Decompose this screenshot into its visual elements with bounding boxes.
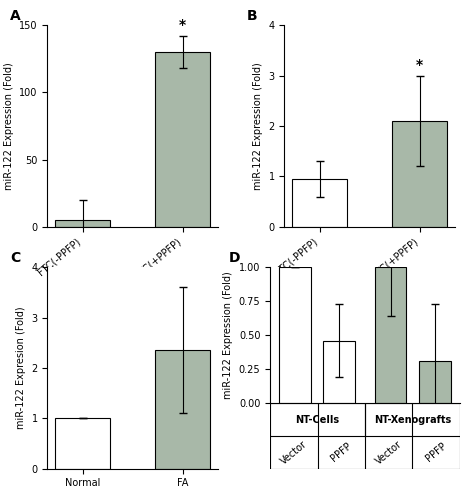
- Text: NT-Xenografts: NT-Xenografts: [374, 415, 451, 424]
- Text: B: B: [247, 9, 257, 23]
- Bar: [155, 350, 210, 469]
- Bar: [55, 418, 110, 469]
- Text: PPFP: PPFP: [329, 441, 354, 464]
- Text: Vector: Vector: [279, 438, 309, 466]
- Text: PPFP: PPFP: [424, 441, 448, 464]
- Bar: [374, 267, 407, 403]
- Text: A: A: [10, 9, 20, 23]
- Bar: [392, 121, 447, 227]
- Bar: [279, 267, 311, 403]
- Text: NT-Cells: NT-Cells: [295, 415, 340, 424]
- Y-axis label: miR-122 Expression (Fold): miR-122 Expression (Fold): [4, 62, 14, 190]
- Text: C: C: [10, 251, 20, 265]
- Text: D: D: [228, 251, 240, 265]
- Bar: [155, 52, 210, 227]
- Bar: [419, 361, 451, 403]
- Bar: [323, 341, 356, 403]
- Y-axis label: miR-122 Expresion (Fold): miR-122 Expresion (Fold): [16, 306, 26, 429]
- Text: *: *: [179, 18, 186, 32]
- Y-axis label: miR-122 Expression (Fold): miR-122 Expression (Fold): [253, 62, 263, 190]
- Bar: [292, 179, 347, 227]
- Text: *: *: [416, 58, 423, 72]
- Y-axis label: miR-122 Expression (Fold): miR-122 Expression (Fold): [223, 271, 233, 399]
- Bar: [55, 220, 110, 227]
- Text: Vector: Vector: [374, 438, 404, 466]
